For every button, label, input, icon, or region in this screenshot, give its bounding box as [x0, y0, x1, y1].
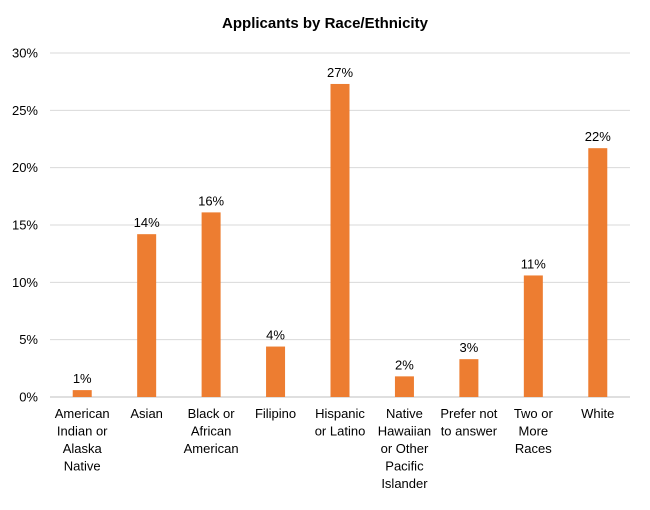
y-tick-label: 5%	[19, 332, 38, 347]
chart-title: Applicants by Race/Ethnicity	[222, 15, 429, 32]
data-label: 3%	[459, 340, 478, 355]
x-tick-label: Two or More Races	[514, 406, 554, 456]
x-tick-label: White	[581, 406, 614, 421]
data-label: 11%	[521, 256, 546, 271]
x-tick-label: Prefer not to answer	[440, 406, 497, 439]
y-axis-ticks: 0% 5% 10% 15% 20% 25% 30%	[12, 46, 38, 405]
data-label: 14%	[134, 215, 160, 230]
y-tick-label: 30%	[12, 46, 38, 61]
data-labels: 1% 14% 16% 4% 27% 2% 3% 11% 22%	[73, 65, 611, 386]
bar	[201, 212, 221, 397]
bar	[523, 275, 543, 397]
bar	[588, 148, 608, 397]
y-tick-label: 25%	[12, 103, 38, 118]
data-label: 2%	[395, 357, 414, 372]
data-label: 1%	[73, 371, 92, 386]
x-tick-label: Black or African American	[184, 406, 239, 456]
x-axis-ticks: American Indian or Alaska Native Asian Black …	[55, 406, 615, 491]
bar	[72, 390, 92, 397]
bar	[394, 376, 414, 397]
data-label: 27%	[327, 65, 353, 80]
y-tick-label: 0%	[19, 390, 38, 405]
bar	[330, 83, 350, 398]
x-tick-label: Filipino	[255, 406, 296, 421]
x-tick-label: Native Hawaiian or Other Pacific Islander	[378, 406, 431, 491]
bar	[266, 346, 286, 397]
data-label: 22%	[585, 129, 611, 144]
x-tick-label: American Indian or Alaska Native	[55, 406, 110, 474]
y-tick-label: 15%	[12, 218, 38, 233]
data-label: 16%	[198, 193, 224, 208]
bar	[459, 359, 479, 397]
x-tick-label: Hispanic or Latino	[315, 406, 366, 439]
bar	[137, 234, 157, 397]
data-label: 4%	[266, 328, 285, 343]
x-tick-label: Asian	[130, 406, 163, 421]
y-tick-label: 10%	[12, 275, 38, 290]
bars	[72, 83, 608, 398]
y-tick-label: 20%	[12, 160, 38, 175]
